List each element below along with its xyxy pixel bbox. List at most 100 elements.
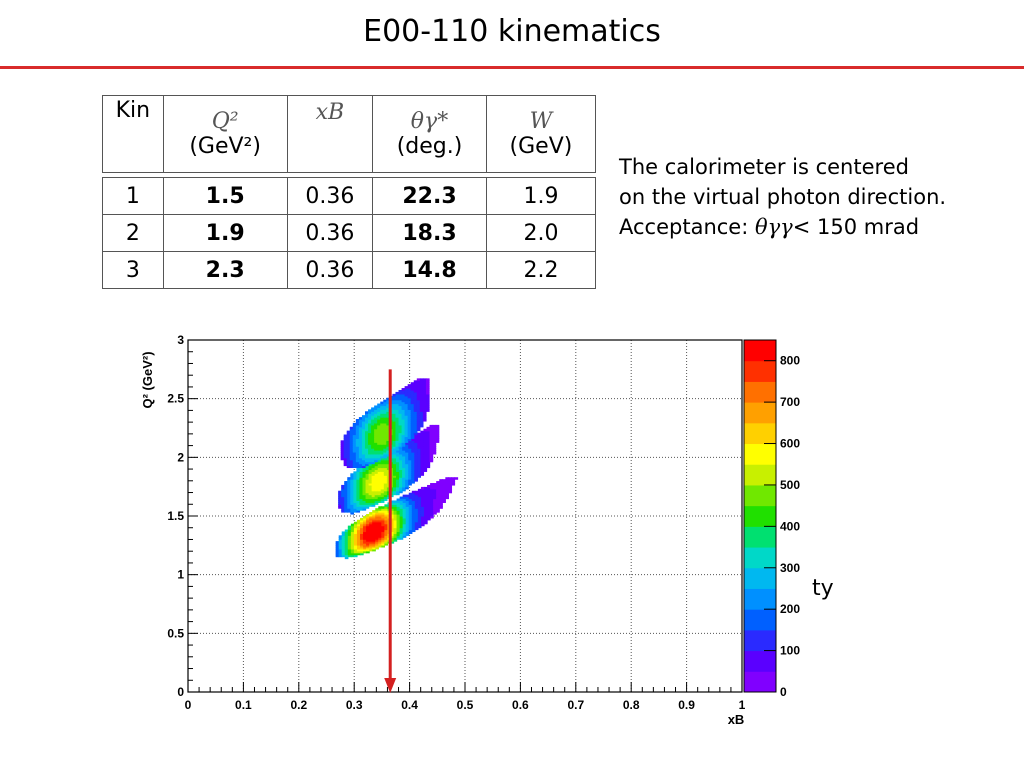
heatmap-cell <box>356 541 361 544</box>
heatmap-cell <box>398 420 403 424</box>
heatmap-cell <box>358 461 363 465</box>
colorbar-frame <box>743 339 777 693</box>
heatmap-cell <box>395 432 400 436</box>
heatmap-cell <box>399 469 403 472</box>
y-tick-label: 1.5 <box>167 509 184 523</box>
heatmap-cell <box>398 401 403 405</box>
stray-text: ty <box>812 576 834 601</box>
heatmap-cell <box>365 432 369 436</box>
heatmap-cell <box>378 544 382 548</box>
heatmap-cell <box>371 415 375 418</box>
heatmap-cell <box>410 419 415 422</box>
heatmap-cell <box>445 490 449 494</box>
heatmap-cell <box>399 484 403 488</box>
heatmap-cell <box>430 502 434 505</box>
heatmap-cell <box>386 432 390 436</box>
heatmap-cell <box>422 382 427 385</box>
heatmap-cell <box>414 496 419 500</box>
heatmap-cell <box>353 537 358 540</box>
heatmap-cell <box>378 541 382 544</box>
heatmap-cell <box>374 426 378 430</box>
heatmap-cell <box>439 504 443 507</box>
heatmap-cell <box>405 484 409 488</box>
heatmap-cell <box>355 461 360 465</box>
heatmap-cell <box>402 519 407 523</box>
heatmap-cell <box>353 529 358 533</box>
heatmap-cell <box>346 432 351 436</box>
heatmap-cell <box>356 481 361 484</box>
colorbar-tick-label: 700 <box>780 395 800 409</box>
heatmap-cell <box>380 455 384 459</box>
heatmap-cell <box>436 488 440 492</box>
heatmap-cell <box>399 515 404 519</box>
heatmap-cell <box>405 514 410 517</box>
heatmap-cell <box>383 419 387 422</box>
heatmap-cell <box>408 442 412 445</box>
heatmap-cell <box>402 450 406 453</box>
heatmap-cell <box>338 546 343 550</box>
heatmap-cell <box>361 442 366 445</box>
heatmap-cell <box>352 448 357 451</box>
heatmap-cell <box>410 430 415 434</box>
heatmap-cell <box>383 407 387 410</box>
cell-xb: 0.36 <box>286 251 374 289</box>
heatmap-cell <box>396 533 401 536</box>
heatmap-cell <box>380 424 384 428</box>
heatmap-cell <box>380 426 384 430</box>
heatmap-cell <box>365 436 369 439</box>
heatmap-cell <box>395 428 400 432</box>
heatmap-cell <box>399 479 403 482</box>
heatmap-cell <box>402 482 406 486</box>
heatmap-cell <box>442 492 446 496</box>
heatmap-cell <box>411 494 416 498</box>
heatmap-cell <box>405 455 409 459</box>
heatmap-cell <box>393 508 398 511</box>
heatmap-cell <box>422 389 427 393</box>
heatmap-cell <box>343 459 348 463</box>
heatmap-cell <box>378 525 382 529</box>
heatmap-cell <box>344 496 348 500</box>
heatmap-cell <box>377 409 381 412</box>
heatmap-cell <box>407 391 412 395</box>
heatmap-cell <box>378 543 382 546</box>
heatmap-cell <box>355 428 360 432</box>
heatmap-cell <box>383 453 387 457</box>
heatmap-cell <box>420 521 425 525</box>
table-row: 3 2.3 0.36 14.8 2.2 <box>102 251 597 289</box>
heatmap-cell <box>383 420 387 424</box>
heatmap-cell <box>408 473 412 476</box>
note-theta-symbol: θγγ <box>754 215 793 239</box>
heatmap-cell <box>396 463 400 467</box>
heatmap-cell <box>411 525 416 529</box>
heatmap-cell <box>393 515 398 519</box>
heatmap-cell <box>363 525 367 529</box>
heatmap-cell <box>360 527 364 531</box>
heatmap-cell <box>346 457 351 461</box>
heatmap-cell <box>384 539 389 542</box>
heatmap-cell <box>389 457 394 461</box>
colorbar-segment <box>744 629 776 652</box>
heatmap-cell <box>390 502 395 505</box>
heatmap-cell <box>366 521 370 525</box>
heatmap-cell <box>384 529 389 533</box>
heatmap-cell <box>417 517 422 521</box>
heatmap-cell <box>390 539 395 542</box>
heatmap-cell <box>368 436 372 439</box>
heatmap-cell <box>363 539 367 542</box>
heatmap-cell <box>362 506 367 509</box>
heatmap-cell <box>390 517 395 521</box>
heatmap-cell <box>356 519 361 523</box>
heatmap-cell <box>358 422 363 426</box>
heatmap-cell <box>335 544 340 548</box>
heatmap-cell <box>380 461 385 465</box>
heatmap-cell <box>346 465 351 469</box>
heatmap-cell <box>340 453 345 457</box>
heatmap-cell <box>335 541 340 544</box>
heatmap-cell <box>436 486 440 490</box>
heatmap-cell <box>356 500 361 503</box>
heatmap-cell <box>410 395 415 399</box>
heatmap-cell <box>371 413 375 416</box>
heatmap-cell <box>420 488 425 492</box>
heatmap-cell <box>360 523 364 527</box>
heatmap-cell <box>396 512 401 515</box>
